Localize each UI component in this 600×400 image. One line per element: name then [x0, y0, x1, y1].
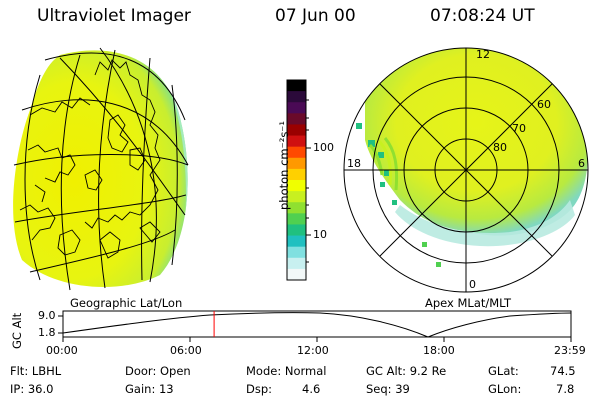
- info-flt: Flt: LBHL: [10, 364, 62, 378]
- info-seq: Seq: 39: [366, 382, 410, 396]
- info-glon-label: GLon:: [488, 382, 522, 396]
- info-gcalt: GC Alt: 9.2 Re: [366, 364, 447, 378]
- altitude-ytick-low: 1.8: [38, 326, 56, 339]
- colorbar-swatch: [287, 146, 306, 159]
- colorbar-swatch: [287, 157, 306, 170]
- geo-grid: [13, 47, 189, 291]
- altitude-curve: [62, 312, 572, 338]
- info-mode: Mode: Normal: [246, 364, 327, 378]
- mlt-label-0: 0: [469, 278, 476, 291]
- mlat-label-60: 60: [537, 98, 551, 111]
- geo-map-label: Geographic Lat/Lon: [70, 296, 183, 310]
- colorbar-swatch: [287, 168, 306, 181]
- colorbar-swatch: [287, 213, 306, 225]
- time-label: 07:08:24 UT: [430, 6, 535, 26]
- colorbar-swatch: [287, 257, 306, 270]
- polar-aurora-glow: [365, 48, 588, 236]
- info-dsp-label: Dsp:: [246, 382, 273, 396]
- altitude-xtick-0: 00:00: [46, 344, 78, 357]
- mlat-label-70: 70: [512, 122, 526, 135]
- colorbar-swatch: [287, 91, 306, 103]
- info-glat-value: 74.5: [550, 364, 576, 378]
- polar-map: [343, 47, 589, 293]
- mlt-label-12: 12: [476, 48, 490, 61]
- altitude-xtick-1: 06:00: [170, 344, 202, 357]
- info-dsp-value: 4.6: [302, 382, 321, 396]
- altitude-x-ticks: [62, 337, 572, 342]
- altitude-ytick-high: 9.0: [38, 309, 56, 322]
- colorbar-swatch: [287, 102, 306, 114]
- colorbar-label-100: 100: [313, 141, 334, 154]
- date-label: 07 Jun 00: [275, 6, 356, 26]
- mlt-label-6: 6: [578, 157, 585, 170]
- colorbar-swatch: [287, 224, 306, 237]
- geographic-map: [13, 47, 189, 291]
- colorbar-swatch: [287, 124, 306, 137]
- colorbar-swatch: [287, 246, 306, 259]
- colorbar-swatches: [287, 80, 306, 281]
- colorbar-label-10: 10: [313, 228, 327, 241]
- geo-coastlines: [19, 59, 161, 259]
- altitude-xtick-2: 12:00: [297, 344, 329, 357]
- info-gain: Gain: 13: [125, 382, 174, 396]
- colorbar-swatch: [287, 180, 306, 192]
- polar-grid: [343, 47, 589, 293]
- polar-map-label: Apex MLat/MLT: [425, 296, 512, 310]
- colorbar-swatch: [287, 202, 306, 214]
- colorbar-swatch: [287, 80, 306, 92]
- colorbar-swatch: [287, 268, 306, 281]
- colorbar-swatch: [287, 235, 306, 248]
- polar-dayside-patches: [356, 123, 441, 267]
- instrument-title: Ultraviolet Imager: [37, 6, 191, 26]
- colorbar: [286, 79, 311, 281]
- info-ip: IP: 36.0: [10, 382, 54, 396]
- polar-glow-arcs: [368, 137, 399, 191]
- colorbar-unit-label: photon cm⁻²s⁻¹: [277, 121, 291, 210]
- altitude-ylabel: GC Alt: [10, 312, 24, 349]
- colorbar-swatch: [287, 191, 306, 203]
- altitude-xtick-3: 18:00: [423, 344, 455, 357]
- colorbar-swatch: [287, 113, 306, 125]
- altitude-plot: [58, 310, 572, 342]
- info-glon-value: 7.8: [556, 382, 575, 396]
- altitude-xtick-4: 23:59: [554, 344, 586, 357]
- info-door: Door: Open: [125, 364, 191, 378]
- mlt-label-18: 18: [347, 157, 361, 170]
- colorbar-swatch: [287, 135, 306, 148]
- info-glat-label: GLat:: [488, 364, 519, 378]
- mlat-label-80: 80: [493, 141, 507, 154]
